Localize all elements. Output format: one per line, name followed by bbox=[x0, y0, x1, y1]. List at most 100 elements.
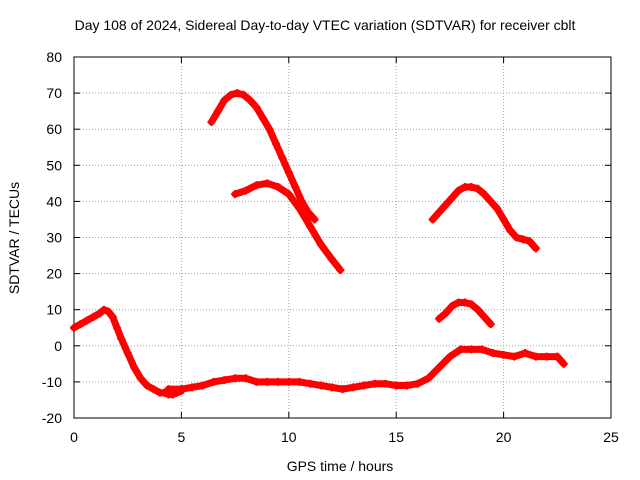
series-arc-3 bbox=[207, 89, 319, 224]
data-point bbox=[143, 381, 152, 390]
series-arc-1 bbox=[70, 305, 186, 399]
chart-title: Day 108 of 2024, Sidereal Day-to-day VTE… bbox=[75, 17, 576, 33]
data-point bbox=[198, 381, 207, 390]
data-point bbox=[207, 117, 216, 126]
data-point bbox=[493, 204, 502, 213]
data-point bbox=[467, 345, 476, 354]
y-axis-label: SDTVAR / TECUs bbox=[6, 182, 22, 294]
data-point bbox=[448, 302, 457, 311]
data-point bbox=[424, 374, 433, 383]
data-point bbox=[473, 305, 482, 314]
data-point bbox=[231, 190, 240, 199]
data-point bbox=[160, 388, 169, 397]
data-point bbox=[259, 114, 268, 123]
gridlines bbox=[74, 57, 611, 418]
data-point bbox=[480, 312, 489, 321]
data-point bbox=[456, 345, 465, 354]
data-point bbox=[428, 215, 437, 224]
y-tick-label: 70 bbox=[46, 85, 62, 101]
series-arc-5 bbox=[428, 182, 540, 253]
data-point bbox=[317, 381, 326, 390]
data-point bbox=[265, 125, 274, 134]
data-point bbox=[291, 182, 300, 191]
data-point bbox=[488, 349, 497, 358]
data-point bbox=[521, 349, 530, 358]
y-tick-label: -10 bbox=[42, 374, 62, 390]
data-point bbox=[512, 233, 521, 242]
series-arc-2 bbox=[164, 345, 568, 394]
data-point bbox=[284, 190, 293, 199]
data-point bbox=[271, 139, 280, 148]
data-point bbox=[263, 377, 272, 386]
series-trace bbox=[231, 179, 344, 274]
series-arc-6 bbox=[435, 298, 495, 329]
data-point bbox=[531, 352, 540, 361]
y-tick-label: 10 bbox=[46, 302, 62, 318]
data-point bbox=[499, 350, 508, 359]
data-point bbox=[542, 352, 551, 361]
data-point bbox=[278, 154, 287, 163]
data-point bbox=[525, 237, 534, 246]
data-point bbox=[486, 197, 495, 206]
data-point bbox=[392, 381, 401, 390]
data-point bbox=[188, 383, 197, 392]
data-point bbox=[413, 379, 422, 388]
data-point bbox=[284, 377, 293, 386]
data-point bbox=[295, 377, 304, 386]
data-point bbox=[518, 235, 527, 244]
data-point bbox=[359, 381, 368, 390]
data-point bbox=[499, 215, 508, 224]
y-tick-label: 80 bbox=[46, 49, 62, 65]
data-point bbox=[336, 265, 345, 274]
x-tick-label: 20 bbox=[496, 429, 512, 445]
data-point bbox=[213, 107, 222, 116]
y-tick-label: 20 bbox=[46, 266, 62, 282]
data-point bbox=[241, 186, 250, 195]
data-point bbox=[95, 309, 104, 318]
data-point bbox=[297, 197, 306, 206]
data-point bbox=[100, 305, 109, 314]
data-point bbox=[284, 168, 293, 177]
data-point bbox=[441, 201, 450, 210]
data-point bbox=[177, 385, 186, 394]
data-point bbox=[506, 226, 515, 235]
x-tick-label: 5 bbox=[178, 429, 186, 445]
data-point bbox=[241, 374, 250, 383]
data-point bbox=[226, 90, 235, 99]
data-point bbox=[435, 208, 444, 217]
data-point bbox=[338, 385, 347, 394]
y-axis-ticks: -20 -10 0 10 20 30 40 50 60 70 80 bbox=[42, 49, 611, 426]
x-axis-label: GPS time / hours bbox=[287, 458, 394, 474]
y-tick-label: 0 bbox=[54, 338, 62, 354]
data-point bbox=[306, 222, 315, 231]
data-point bbox=[435, 363, 444, 372]
data-point bbox=[327, 255, 336, 264]
data-point bbox=[220, 96, 229, 105]
data-point bbox=[480, 190, 489, 199]
data-point bbox=[82, 316, 91, 325]
y-tick-label: -20 bbox=[42, 410, 62, 426]
data-point bbox=[349, 383, 358, 392]
data-point bbox=[467, 300, 476, 309]
data-point bbox=[239, 90, 248, 99]
data-point bbox=[381, 379, 390, 388]
data-point bbox=[310, 215, 319, 224]
data-point bbox=[117, 334, 126, 343]
data-point bbox=[295, 204, 304, 213]
data-series bbox=[70, 89, 568, 399]
data-point bbox=[149, 385, 158, 394]
series-arc-4 bbox=[231, 179, 345, 274]
data-point bbox=[246, 96, 255, 105]
y-tick-label: 40 bbox=[46, 193, 62, 209]
x-tick-label: 15 bbox=[388, 429, 404, 445]
data-point bbox=[441, 309, 450, 318]
data-point bbox=[473, 184, 482, 193]
data-point bbox=[252, 103, 261, 112]
y-tick-label: 60 bbox=[46, 121, 62, 137]
data-point bbox=[402, 381, 411, 390]
data-point bbox=[252, 377, 261, 386]
data-point bbox=[76, 320, 85, 329]
y-tick-label: 30 bbox=[46, 230, 62, 246]
x-axis-ticks: 0 5 10 15 20 25 bbox=[70, 57, 619, 445]
